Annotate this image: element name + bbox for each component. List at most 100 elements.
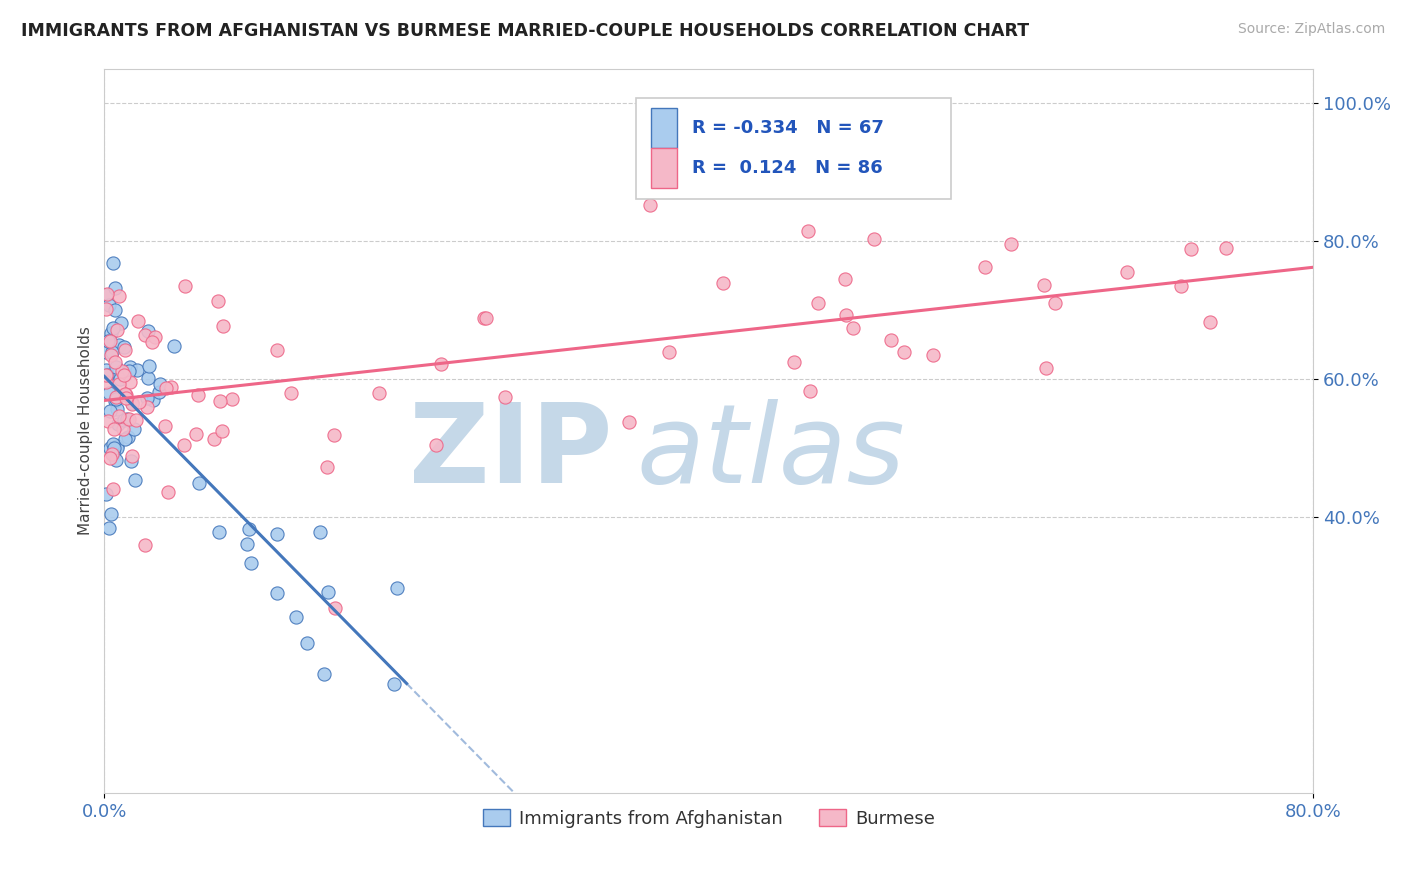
Point — [100, 326, 122, 340]
Point — [617, 415, 640, 429]
Point — [207, 524, 229, 539]
Point — [1180, 242, 1202, 256]
Text: ZIP: ZIP — [409, 400, 612, 506]
Point — [236, 537, 259, 551]
Point — [94, 368, 117, 382]
Point — [96, 286, 118, 301]
Point — [239, 556, 262, 570]
Point — [94, 288, 117, 302]
Point — [658, 345, 681, 359]
Point — [104, 392, 127, 406]
Point — [103, 422, 125, 436]
Point — [141, 335, 163, 350]
Point — [100, 507, 122, 521]
Point — [221, 392, 243, 407]
Point — [880, 333, 903, 347]
Point — [834, 272, 856, 286]
Point — [1116, 264, 1139, 278]
Point — [640, 198, 662, 212]
Point — [127, 314, 149, 328]
Point — [94, 375, 117, 389]
Point — [384, 677, 406, 691]
Point — [184, 427, 207, 442]
Point — [105, 391, 128, 405]
Point — [105, 439, 128, 453]
Point — [115, 392, 138, 406]
Point — [136, 400, 159, 414]
Point — [111, 422, 134, 436]
Point — [118, 411, 141, 425]
Point — [284, 610, 307, 624]
Point — [429, 357, 451, 371]
Point — [121, 397, 143, 411]
Point — [211, 424, 233, 438]
Point — [101, 447, 124, 461]
Point — [114, 432, 136, 446]
Text: atlas: atlas — [637, 400, 905, 506]
Point — [110, 316, 132, 330]
Point — [156, 484, 179, 499]
Point — [893, 345, 915, 359]
Point — [112, 413, 135, 427]
Point — [94, 301, 117, 316]
Point — [104, 359, 127, 374]
Point — [107, 417, 129, 431]
Point — [101, 437, 124, 451]
Point — [148, 384, 170, 399]
Point — [494, 390, 516, 404]
Point — [142, 392, 165, 407]
Point — [842, 321, 865, 335]
FancyBboxPatch shape — [651, 148, 678, 188]
Point — [98, 404, 121, 418]
Point — [103, 441, 125, 455]
Point — [101, 255, 124, 269]
Point — [111, 364, 134, 378]
Point — [1170, 279, 1192, 293]
Point — [96, 368, 118, 383]
Y-axis label: Married-couple Households: Married-couple Households — [79, 326, 93, 535]
Point — [1043, 296, 1066, 310]
Point — [425, 438, 447, 452]
Point — [114, 387, 136, 401]
Point — [97, 414, 120, 428]
Point — [107, 288, 129, 302]
Point — [97, 521, 120, 535]
Point — [105, 453, 128, 467]
Point — [105, 402, 128, 417]
Point — [134, 328, 156, 343]
Point — [124, 474, 146, 488]
Point — [266, 527, 288, 541]
Point — [280, 386, 302, 401]
Legend: Immigrants from Afghanistan, Burmese: Immigrants from Afghanistan, Burmese — [475, 802, 942, 835]
Point — [209, 394, 232, 409]
Point — [105, 323, 128, 337]
Point — [309, 525, 332, 540]
Point — [160, 380, 183, 394]
Point — [266, 343, 288, 358]
Point — [807, 295, 830, 310]
Point — [187, 388, 209, 402]
Point — [783, 355, 806, 369]
Point — [1198, 315, 1220, 329]
Point — [134, 538, 156, 552]
Text: R =  0.124   N = 86: R = 0.124 N = 86 — [692, 159, 883, 178]
Point — [122, 422, 145, 436]
Point — [173, 279, 195, 293]
Point — [101, 321, 124, 335]
Point — [312, 666, 335, 681]
FancyBboxPatch shape — [637, 97, 950, 199]
Point — [117, 430, 139, 444]
Point — [107, 389, 129, 403]
Point — [117, 412, 139, 426]
Point — [108, 409, 131, 423]
Point — [316, 585, 339, 599]
Point — [125, 413, 148, 427]
Point — [120, 453, 142, 467]
Point — [153, 419, 176, 434]
Text: IMMIGRANTS FROM AFGHANISTAN VS BURMESE MARRIED-COUPLE HOUSEHOLDS CORRELATION CHA: IMMIGRANTS FROM AFGHANISTAN VS BURMESE M… — [21, 22, 1029, 40]
Point — [112, 340, 135, 354]
Point — [97, 334, 120, 349]
Point — [155, 381, 177, 395]
Point — [143, 330, 166, 344]
Point — [101, 446, 124, 460]
